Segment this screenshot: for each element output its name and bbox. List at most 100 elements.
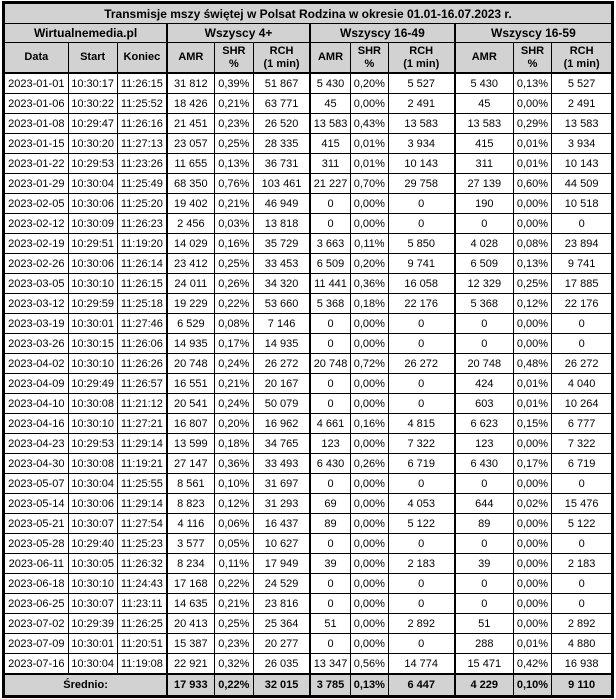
rch-16-49-cell: 0 [387,633,456,654]
table-row: 2023-03-12 10:29:59 11:25:18 19 229 0,22% 53 … [3,293,613,314]
shr-16-49-cell: 0,00% [350,433,389,454]
start-time-cell: 10:30:04 [67,653,118,675]
shr-16-59-cell: 0,01% [512,393,553,414]
start-time-cell: 10:30:10 [67,353,118,374]
rch-4plus-cell: 16 437 [253,513,311,534]
end-time-cell: 11:25:18 [116,293,168,314]
start-time-cell: 10:30:01 [67,313,118,334]
end-time-cell: 11:26:23 [116,213,168,234]
date-cell: 2023-04-02 [3,353,69,374]
amr-16-49-cell: 6 430 [308,453,352,474]
rch-16-59-cell: 10 264 [551,393,613,414]
start-time-cell: 10:29:51 [67,233,118,254]
start-time-cell: 10:30:10 [67,413,118,434]
rch-16-49-cell: 3 934 [387,133,456,154]
col-header-shr-4plus: SHR % [213,42,255,74]
col-header-shr-16-59: SHR % [512,42,553,74]
start-time-cell: 10:30:08 [67,393,118,414]
rch-16-59-cell: 0 [551,473,613,494]
shr-16-59-cell: 0,48% [512,353,553,374]
amr-16-59-cell: 0 [453,213,514,234]
shr-16-59-cell: 0,42% [512,653,553,675]
shr-16-49-cell: 0,00% [350,313,389,334]
rch-4plus-cell: 34 320 [253,273,311,294]
rch-4plus-cell: 24 529 [253,573,311,594]
date-cell: 2023-05-21 [3,513,69,534]
amr-4plus-cell: 3 577 [166,533,215,554]
rch-4plus-cell: 34 765 [253,433,311,454]
shr-16-59-cell: 0,13% [512,72,553,94]
date-cell: 2023-05-28 [3,533,69,554]
shr-16-59-cell: 0,08% [512,233,553,254]
rch-4plus-cell: 50 079 [253,393,311,414]
table-row: 2023-01-15 10:30:20 11:27:13 23 057 0,25% 28 … [3,133,613,154]
group-header-all-16-49: Wszyscy 16-49 [308,23,456,43]
start-time-cell: 10:30:04 [67,173,118,194]
rch-16-59-cell: 3 934 [551,133,613,154]
date-cell: 2023-06-25 [3,593,69,614]
rch-16-49-cell: 0 [387,313,456,334]
shr-4plus-cell: 0,03% [213,213,255,234]
amr-16-59-cell: 288 [453,633,514,654]
amr-4plus-cell: 20 748 [166,353,215,374]
date-cell: 2023-02-05 [3,193,69,214]
amr-16-49-cell: 5 430 [308,72,352,94]
table-body: 2023-01-01 10:30:17 11:26:15 31 812 0,39% 51 … [3,72,613,675]
shr-16-59-cell: 0,00% [512,613,553,634]
average-shr-16-59: 0,10% [512,673,553,697]
date-cell: 2023-01-22 [3,153,69,174]
date-cell: 2023-04-23 [3,433,69,454]
rch-16-49-cell: 10 143 [387,153,456,174]
table-row: 2023-01-06 10:30:22 11:25:52 18 426 0,21% 63 … [3,93,613,114]
amr-4plus-cell: 20 413 [166,613,215,634]
amr-16-59-cell: 51 [453,613,514,634]
amr-4plus-cell: 14 029 [166,233,215,254]
shr-4plus-cell: 0,18% [213,433,255,454]
table-row: 2023-07-16 10:30:04 11:19:08 22 921 0,32% 26 … [3,653,613,675]
table-row: 2023-02-05 10:30:06 11:25:20 19 402 0,21% 46 … [3,193,613,214]
amr-16-59-cell: 0 [453,573,514,594]
shr-16-49-cell: 0,20% [350,253,389,274]
amr-16-59-cell: 6 623 [453,413,514,434]
average-rch-16-59: 9 110 [551,673,613,697]
shr-16-49-cell: 0,70% [350,173,389,194]
col-header-amr-16-49: AMR [308,42,352,74]
table-row: 2023-04-30 10:30:08 11:19:21 27 147 0,36% 33 … [3,453,613,474]
table-row: 2023-05-21 10:30:07 11:27:54 4 116 0,06% 16 4… [3,513,613,534]
start-time-cell: 10:29:39 [67,613,118,634]
start-time-cell: 10:30:20 [67,133,118,154]
rch-16-49-cell: 0 [387,473,456,494]
amr-4plus-cell: 22 921 [166,653,215,675]
rch-16-59-cell: 16 938 [551,653,613,675]
table-row: 2023-06-11 10:30:05 11:26:32 8 234 0,11% 17 9… [3,553,613,574]
date-cell: 2023-06-18 [3,573,69,594]
amr-16-59-cell: 12 329 [453,273,514,294]
rch-16-59-cell: 7 322 [551,433,613,454]
amr-4plus-cell: 19 229 [166,293,215,314]
shr-16-59-cell: 0,17% [512,453,553,474]
amr-16-59-cell: 6 430 [453,453,514,474]
table-row: 2023-03-05 10:30:10 11:26:15 24 011 0,26% 34 … [3,273,613,294]
amr-4plus-cell: 18 426 [166,93,215,114]
shr-16-49-cell: 0,00% [350,213,389,234]
start-time-cell: 10:29:53 [67,153,118,174]
amr-16-49-cell: 415 [308,133,352,154]
shr-16-49-cell: 0,43% [350,113,389,134]
end-time-cell: 11:27:54 [116,513,168,534]
start-time-cell: 10:30:06 [67,193,118,214]
rch-16-49-cell: 0 [387,533,456,554]
amr-4plus-cell: 27 147 [166,453,215,474]
shr-4plus-cell: 0,11% [213,553,255,574]
rch-16-49-cell: 16 058 [387,273,456,294]
table-row: 2023-04-09 10:29:49 11:26:57 16 551 0,21% 20 … [3,373,613,394]
rch-16-49-cell: 9 741 [387,253,456,274]
date-cell: 2023-03-05 [3,273,69,294]
shr-4plus-cell: 0,08% [213,313,255,334]
amr-16-59-cell: 603 [453,393,514,414]
amr-16-49-cell: 0 [308,533,352,554]
col-header-rch-4plus: RCH (1 min) [253,42,311,74]
end-time-cell: 11:26:16 [116,113,168,134]
rch-16-59-cell: 0 [551,213,613,234]
col-header-koniec: Koniec [116,42,168,74]
col-header-rch-16-59: RCH (1 min) [551,42,613,74]
